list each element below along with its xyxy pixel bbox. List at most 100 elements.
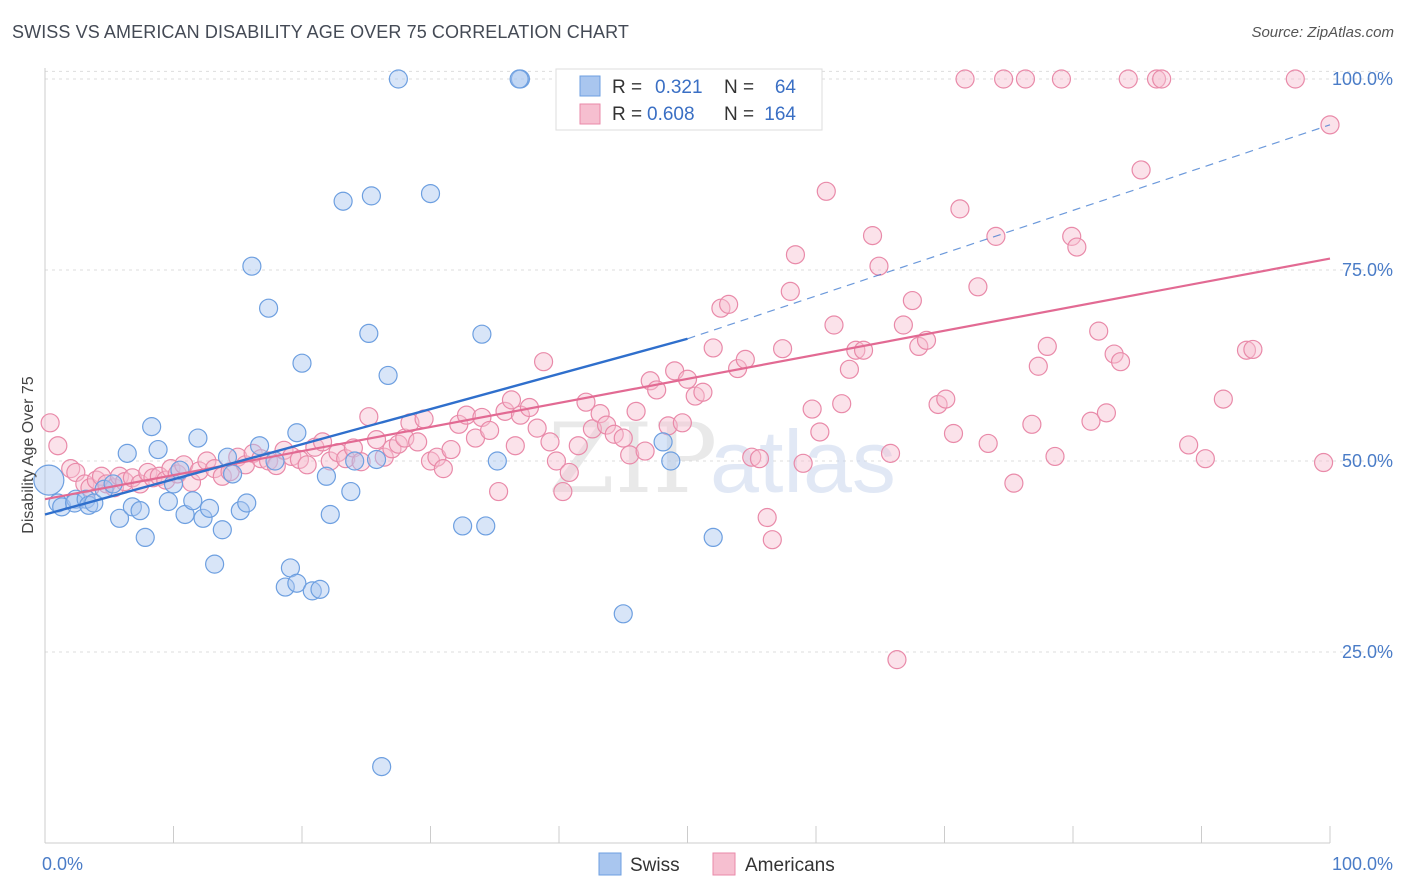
legend-american-r-label: R = [612, 104, 642, 125]
swiss-point-24 [199, 498, 220, 518]
y-axis-tick-labels: 25.0% 50.0% 75.0% 100.0% [1332, 69, 1393, 662]
swiss-point-59 [487, 451, 507, 471]
swiss-point-32 [249, 436, 270, 456]
american-point-104 [793, 453, 813, 473]
american-point-154 [1313, 452, 1334, 473]
american-point-142 [1104, 344, 1124, 364]
american-point-136 [1051, 69, 1072, 89]
bottom-legend-swatch-swiss [598, 852, 622, 876]
american-point-82 [626, 401, 646, 421]
y-axis-title: Disability Age Over 75 [20, 376, 37, 534]
swiss-point-43 [320, 504, 340, 525]
swiss-point-51 [372, 756, 392, 777]
american-point-94 [719, 294, 739, 314]
american-point-106 [810, 422, 830, 442]
american-point-36 [297, 455, 317, 475]
american-point-152 [1243, 339, 1263, 360]
american-point-140 [1089, 321, 1109, 341]
american-point-153 [1285, 69, 1305, 89]
american-point-73 [559, 462, 579, 483]
american-point-97 [742, 447, 762, 467]
american-point-72 [553, 481, 573, 502]
american-point-131 [1015, 69, 1036, 89]
american-point-91 [693, 382, 713, 402]
american-point-143 [1110, 352, 1131, 372]
swiss-point-47 [359, 323, 379, 344]
series-legend: Swiss Americans [598, 852, 835, 876]
gridlines [45, 70, 1390, 653]
american-point-132 [1022, 414, 1042, 434]
swiss-point-45 [341, 481, 361, 502]
swiss-points [33, 69, 723, 777]
american-point-129 [994, 69, 1014, 89]
swiss-point-37 [287, 573, 307, 593]
swiss-point-29 [230, 501, 250, 521]
american-point-137 [1062, 226, 1082, 246]
american-point-133 [1028, 356, 1048, 376]
swiss-point-54 [420, 184, 441, 204]
swiss-point-39 [292, 353, 312, 373]
swiss-point-62 [661, 451, 681, 471]
american-point-56 [441, 439, 461, 460]
american-point-146 [1146, 69, 1167, 89]
american-point-107 [816, 181, 836, 201]
american-point-99 [757, 507, 777, 528]
swiss-point-35 [275, 577, 295, 597]
swiss-point-50 [378, 365, 398, 386]
swiss-point-41 [310, 579, 330, 599]
swiss-point-13 [130, 501, 150, 521]
american-point-145 [1131, 160, 1151, 180]
american-point-102 [780, 281, 800, 301]
american-point-115 [880, 443, 901, 463]
legend-swatch-american [579, 103, 601, 125]
american-point-100 [762, 530, 782, 550]
swiss-point-52 [388, 69, 408, 89]
swiss-point-21 [183, 491, 203, 511]
american-point-144 [1118, 69, 1138, 89]
swiss-point-42 [316, 466, 337, 486]
american-point-92 [703, 338, 723, 358]
trend-lines [44, 124, 1331, 516]
american-point-147 [1152, 69, 1172, 89]
swiss-point-63 [703, 527, 723, 548]
american-point-70 [540, 432, 560, 452]
american-point-65 [505, 436, 525, 456]
american-point-127 [978, 433, 998, 454]
american-point-81 [620, 445, 640, 465]
american-point-119 [909, 336, 929, 356]
american-point-55 [433, 459, 453, 479]
american-point-76 [582, 419, 603, 439]
swiss-point-15 [142, 417, 162, 437]
american-point-103 [785, 245, 806, 265]
x-axis-ticks [44, 826, 1331, 843]
swiss-point-55 [453, 516, 473, 536]
american-point-150 [1213, 389, 1233, 409]
american-point-126 [968, 277, 988, 297]
swiss-point-0 [33, 464, 65, 496]
swiss-point-23 [193, 508, 213, 528]
american-point-2 [61, 459, 81, 479]
swiss-point-38 [287, 423, 307, 443]
swiss-point-46 [345, 451, 365, 471]
american-point-114 [869, 256, 889, 276]
american-point-149 [1195, 449, 1215, 469]
american-point-139 [1081, 411, 1101, 431]
swiss-point-30 [237, 493, 257, 513]
american-point-4 [75, 474, 95, 494]
legend-american-n-label: N = [724, 104, 754, 125]
swiss-point-26 [212, 520, 232, 540]
legend-swiss-r-value: 0.321 [655, 77, 703, 98]
swiss-point-17 [158, 491, 178, 512]
watermark-zip: ZIP [548, 403, 717, 515]
swiss-point-44 [333, 191, 353, 211]
american-point-110 [839, 359, 860, 379]
swiss-point-22 [188, 428, 208, 448]
watermark-atlas: atlas [710, 412, 896, 511]
correlation-legend: R = 0.321 N = 64 R = 0.608 N = 164 [555, 68, 823, 131]
american-point-148 [1179, 435, 1199, 455]
swiss-point-33 [258, 298, 279, 318]
american-trend-line [44, 257, 1331, 501]
swiss-point-10 [109, 508, 130, 528]
swiss-point-49 [366, 449, 387, 470]
